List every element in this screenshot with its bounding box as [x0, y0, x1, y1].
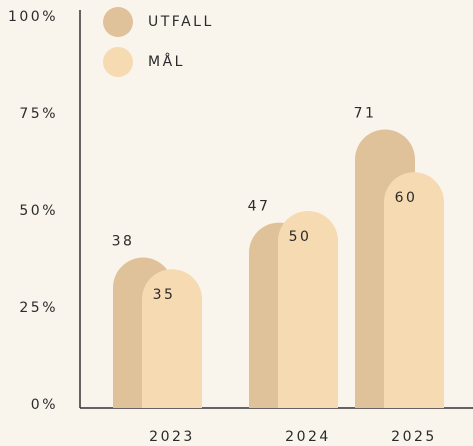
y-tick-label: 25%: [19, 300, 58, 316]
data-label: 38: [112, 234, 135, 250]
data-label: 35: [153, 287, 176, 303]
y-tick-label: 75%: [19, 106, 58, 122]
data-label: 47: [248, 199, 271, 215]
y-tick-label: 100%: [8, 9, 58, 25]
bar: [384, 172, 444, 408]
data-label: 60: [395, 190, 418, 206]
legend-swatch: [103, 7, 133, 37]
x-tick-label: 2024: [285, 429, 331, 445]
x-tick-label: 2023: [149, 429, 195, 445]
data-label: 71: [354, 106, 377, 122]
bar: [142, 269, 202, 408]
y-tick-label: 50%: [19, 203, 58, 219]
legend-swatch: [103, 47, 133, 77]
legend-label: MÅL: [148, 53, 185, 70]
x-tick-label: 2025: [391, 429, 437, 445]
bar: [278, 211, 338, 408]
data-label: 50: [289, 229, 312, 245]
legend-label: UTFALL: [148, 14, 214, 30]
y-tick-label: 0%: [31, 397, 58, 413]
